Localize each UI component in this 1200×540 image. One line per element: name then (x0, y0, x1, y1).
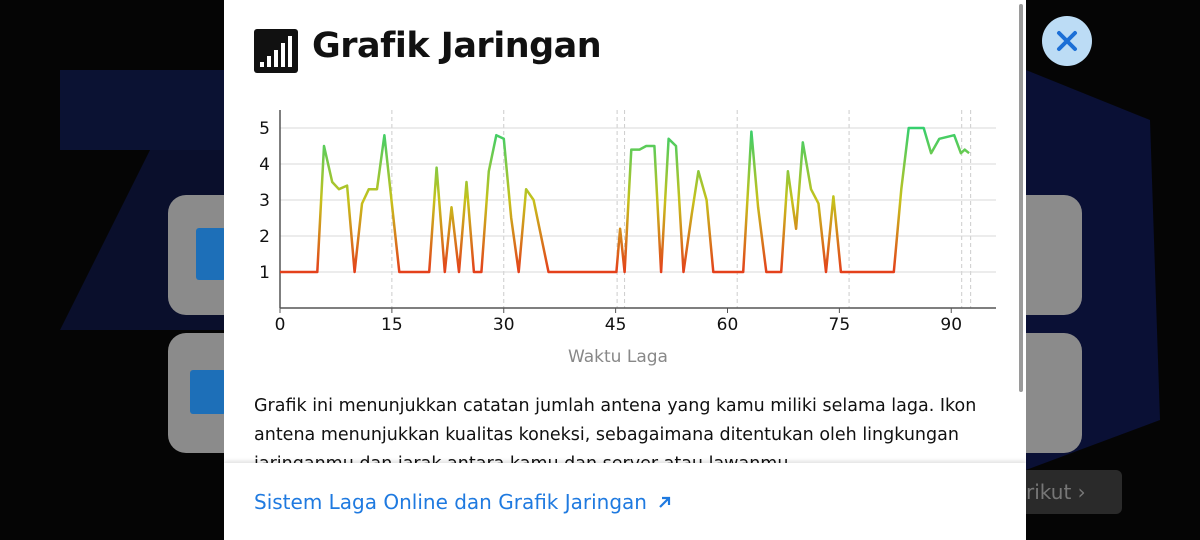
network-line (280, 126, 970, 274)
x-tick-label: 0 (275, 315, 286, 335)
close-button[interactable] (1042, 16, 1092, 66)
close-icon (1057, 31, 1077, 51)
x-tick-label: 60 (717, 315, 739, 335)
x-tick-label: 75 (829, 315, 851, 335)
y-tick-label: 2 (259, 227, 270, 247)
external-icon (659, 496, 671, 508)
y-tick-label: 1 (259, 263, 270, 283)
bg-icon (190, 370, 226, 414)
x-tick-label: 45 (605, 315, 627, 335)
help-link[interactable]: Sistem Laga Online dan Grafik Jaringan (254, 490, 673, 514)
scrollbar (1019, 4, 1023, 392)
x-tick-label: 15 (381, 315, 403, 335)
y-tick-label: 3 (259, 191, 270, 211)
y-tick-label: 4 (259, 155, 270, 175)
x-tick-label: 90 (940, 315, 962, 335)
signal-icon (254, 29, 298, 73)
y-tick-label: 5 (259, 119, 270, 139)
x-tick-label: 30 (493, 315, 515, 335)
bg-icon (196, 228, 226, 280)
footer (224, 463, 1026, 540)
modal-title: Grafik Jaringan (312, 26, 602, 66)
link-text[interactable]: Sistem Laga Online dan Grafik Jaringan (254, 490, 647, 514)
x-axis-label: Waktu Laga (568, 347, 668, 367)
